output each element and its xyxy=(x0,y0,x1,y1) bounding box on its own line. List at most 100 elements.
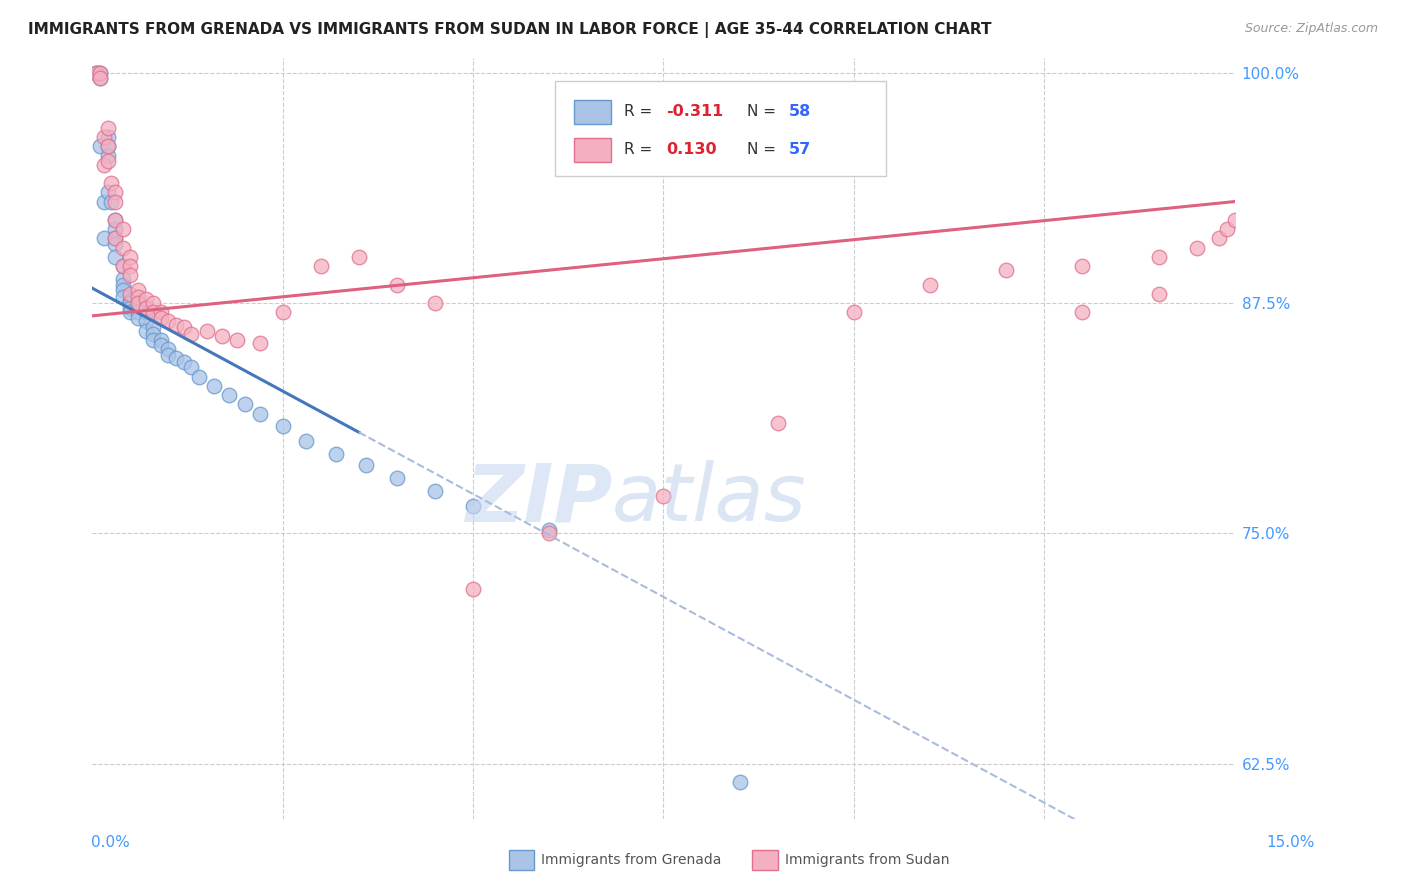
Point xyxy=(104,194,127,209)
Point xyxy=(142,333,165,347)
Text: 0.0%: 0.0% xyxy=(91,836,131,850)
Point xyxy=(142,319,165,334)
Text: N =: N = xyxy=(747,143,780,157)
Point xyxy=(385,471,408,485)
Point xyxy=(120,296,142,310)
Point xyxy=(111,277,134,292)
Point xyxy=(111,222,134,236)
Point xyxy=(111,241,134,255)
Point xyxy=(93,158,115,172)
Point xyxy=(111,283,134,297)
Point xyxy=(652,490,675,504)
Point xyxy=(423,483,446,498)
Text: ZIP: ZIP xyxy=(465,460,612,538)
Point xyxy=(842,305,865,319)
Point xyxy=(120,268,142,283)
Point xyxy=(97,148,120,162)
Point xyxy=(120,294,142,309)
Point xyxy=(195,324,218,338)
Point xyxy=(157,342,180,356)
Point xyxy=(127,296,149,310)
Point xyxy=(89,65,111,79)
FancyBboxPatch shape xyxy=(555,80,886,176)
Point xyxy=(1223,213,1246,227)
Point xyxy=(104,186,127,200)
Point xyxy=(87,65,110,79)
Text: 15.0%: 15.0% xyxy=(1267,836,1315,850)
Point xyxy=(104,237,127,252)
Point xyxy=(309,259,332,273)
Point xyxy=(104,231,127,245)
Point xyxy=(165,318,187,332)
Point xyxy=(104,250,127,264)
Point xyxy=(111,259,134,273)
Point xyxy=(202,379,225,393)
Point xyxy=(157,347,180,361)
Point xyxy=(89,71,111,86)
Point xyxy=(180,360,202,375)
Point xyxy=(120,259,142,273)
Point xyxy=(218,388,240,402)
Point xyxy=(1185,241,1208,255)
Point xyxy=(127,296,149,310)
Text: 57: 57 xyxy=(789,143,811,157)
Text: R =: R = xyxy=(623,104,657,120)
Point xyxy=(173,319,195,334)
Point xyxy=(294,434,316,449)
Text: atlas: atlas xyxy=(612,460,807,538)
Point xyxy=(97,130,120,145)
Point xyxy=(93,130,115,145)
Text: Source: ZipAtlas.com: Source: ZipAtlas.com xyxy=(1244,22,1378,36)
Point xyxy=(97,120,120,135)
Point xyxy=(93,194,115,209)
Point xyxy=(127,290,149,304)
Point xyxy=(111,259,134,273)
Point xyxy=(142,305,165,319)
Point xyxy=(1216,222,1239,236)
Point xyxy=(173,355,195,369)
Point xyxy=(149,310,172,325)
Point xyxy=(385,277,408,292)
Point xyxy=(120,286,142,301)
Point xyxy=(127,310,149,325)
Text: R =: R = xyxy=(623,143,657,157)
Point xyxy=(461,582,484,596)
Text: N =: N = xyxy=(747,104,780,120)
Point xyxy=(249,336,271,351)
Point xyxy=(226,333,249,347)
Point xyxy=(89,71,111,86)
Point xyxy=(180,327,202,342)
Point xyxy=(142,327,165,342)
Point xyxy=(127,300,149,314)
Point xyxy=(93,231,115,245)
Point xyxy=(127,305,149,319)
Point xyxy=(135,324,157,338)
Point xyxy=(97,154,120,169)
Point xyxy=(120,305,142,319)
Point xyxy=(127,283,149,297)
Point xyxy=(423,296,446,310)
Point xyxy=(135,305,157,319)
Bar xyxy=(575,100,612,124)
Point xyxy=(233,397,256,411)
Point xyxy=(249,407,271,421)
Point xyxy=(97,139,120,153)
Point xyxy=(104,213,127,227)
Point xyxy=(135,301,157,316)
Point xyxy=(1147,250,1170,264)
Point xyxy=(135,292,157,306)
Point xyxy=(1147,286,1170,301)
Point xyxy=(347,250,370,264)
Point xyxy=(187,369,209,384)
Point xyxy=(995,262,1018,277)
Point xyxy=(97,139,120,153)
Point xyxy=(1071,305,1094,319)
Point xyxy=(120,296,142,310)
Point xyxy=(461,499,484,513)
Point xyxy=(89,139,111,153)
Point xyxy=(149,333,172,347)
Point xyxy=(211,329,233,343)
Point xyxy=(100,176,122,190)
Point xyxy=(271,305,294,319)
Point xyxy=(89,65,111,79)
